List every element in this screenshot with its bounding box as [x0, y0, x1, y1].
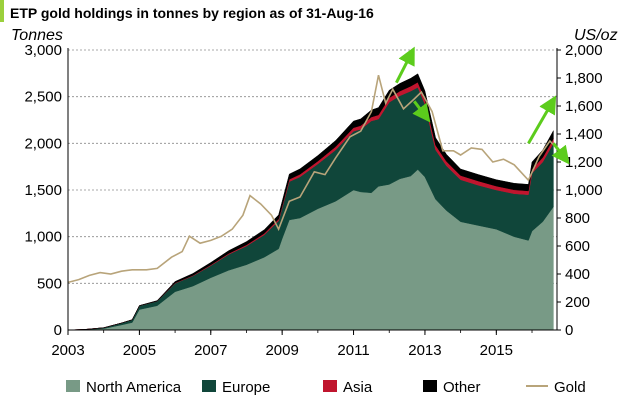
y-right-tick-label: 1,200 [565, 154, 603, 171]
legend-swatch [323, 380, 337, 392]
legend-label: Europe [222, 379, 270, 396]
y-right-tick-label: 400 [565, 266, 590, 283]
corner-accent [0, 0, 4, 22]
y-right-tick-label: 800 [565, 210, 590, 227]
y-left-tick-label: 3,000 [24, 42, 62, 59]
legend: North America Europe Asia Other Gold [66, 379, 586, 396]
gold-price-line [67, 75, 556, 284]
area-series [67, 73, 554, 331]
annotation-arrow [395, 46, 415, 84]
legend-item-other: Other [423, 379, 481, 396]
y-right-tick-label: 600 [565, 238, 590, 255]
legend-item-asia: Asia [323, 379, 373, 396]
x-tick-label: 2015 [480, 342, 513, 359]
y-right-tick-label: 2,000 [565, 42, 603, 59]
y-left-tick-label: 2,000 [24, 135, 62, 152]
legend-item-north-america: North America [66, 379, 182, 396]
chart-title: ETP gold holdings in tonnes by region as… [10, 5, 374, 21]
legend-label: North America [86, 379, 182, 396]
x-tick-label: 2013 [408, 342, 441, 359]
y-left-tick-label: 1,500 [24, 182, 62, 199]
y-left-tick-label: 500 [37, 275, 62, 292]
y-right-tick-label: 200 [565, 294, 590, 311]
legend-item-europe: Europe [202, 379, 270, 396]
left-axis-label: Tonnes [11, 27, 63, 44]
area-other [67, 73, 554, 331]
x-tick-label: 2003 [51, 342, 84, 359]
right-axis-label: US/oz [574, 27, 618, 44]
x-tick-label: 2009 [265, 342, 298, 359]
x-tick-label: 2011 [337, 342, 369, 359]
axes: 0 500 1,000 1,500 2,000 2,500 3,000 0 200 400 600 8… [24, 42, 602, 359]
legend-swatch [423, 380, 437, 392]
x-tick-label: 2007 [194, 342, 227, 359]
legend-swatch [202, 380, 216, 392]
legend-label: Other [443, 379, 481, 396]
legend-label: Asia [343, 379, 373, 396]
annotation-arrow [527, 95, 557, 145]
annotation-arrows [395, 46, 570, 165]
x-tick-label: 2005 [123, 342, 156, 359]
legend-item-gold: Gold [526, 379, 586, 396]
y-left-tick-label: 0 [54, 322, 62, 339]
y-right-tick-label: 1,000 [565, 182, 603, 199]
legend-swatch [66, 380, 80, 392]
y-left-tick-label: 1,000 [24, 229, 62, 246]
annotation-arrow [412, 100, 431, 123]
gold-line [67, 75, 556, 284]
y-right-tick-label: 1,600 [565, 98, 603, 115]
y-right-tick-label: 1,400 [565, 126, 603, 143]
y-right-tick-label: 1,800 [565, 70, 603, 87]
y-right-tick-label: 0 [565, 322, 573, 339]
annotation-arrow [551, 142, 570, 165]
legend-label: Gold [554, 379, 586, 396]
y-left-tick-label: 2,500 [24, 89, 62, 106]
